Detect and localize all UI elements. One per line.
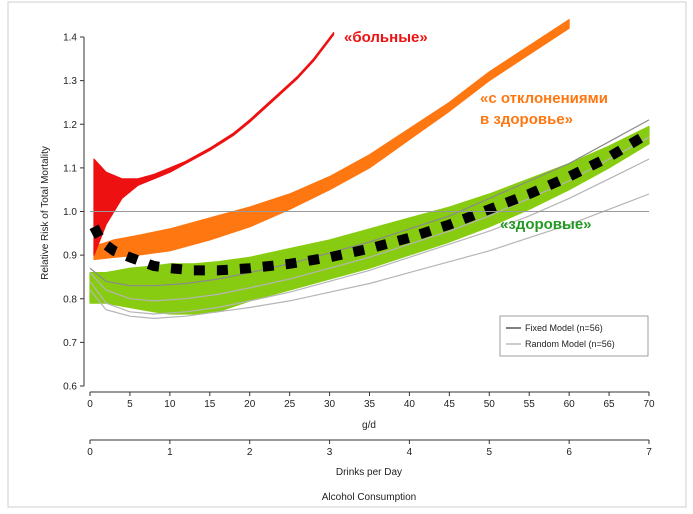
x-axis-label-drinks: Drinks per Day bbox=[336, 467, 402, 478]
legend-box bbox=[499, 315, 649, 357]
band-deviations bbox=[93, 19, 570, 261]
model-line-2 bbox=[89, 158, 650, 315]
drinks-tick-label-1: 1 bbox=[167, 447, 173, 458]
x-tick-label-7: 35 bbox=[364, 399, 376, 410]
y-tick-label-1: 0.7 bbox=[63, 338, 77, 349]
series-dotted-line bbox=[89, 128, 652, 276]
drinks-tick-label-5: 5 bbox=[487, 447, 493, 458]
x-tick-label-0: 0 bbox=[87, 399, 93, 410]
drinks-tick-label-3: 3 bbox=[327, 447, 333, 458]
axes-layer: 0.60.70.80.91.01.11.21.31.40 5 10 15 20 25 30 3… bbox=[63, 33, 655, 459]
y-tick-label-7: 1.3 bbox=[63, 76, 77, 87]
x-axis-label-gd: g/d bbox=[362, 420, 376, 431]
legend: Fixed Model (n=56) Random Model (n=56) bbox=[499, 315, 649, 357]
x-tick-label-13: 65 bbox=[604, 399, 616, 410]
drinks-tick-label-2: 2 bbox=[247, 447, 253, 458]
model-line-0 bbox=[89, 119, 650, 287]
x-tick-label-11: 55 bbox=[524, 399, 536, 410]
annotation-deviations-line1: «с отклонениями bbox=[480, 90, 608, 107]
band-sick bbox=[93, 32, 335, 256]
y-tick-label-0: 0.6 bbox=[63, 382, 77, 393]
drinks-tick-label-0: 0 bbox=[87, 447, 93, 458]
x-tick-label-10: 50 bbox=[484, 399, 496, 410]
y-tick-label-6: 1.2 bbox=[63, 120, 77, 131]
x-tick-label-14: 70 bbox=[643, 399, 655, 410]
model-line-3 bbox=[89, 193, 650, 320]
y-tick-label-2: 0.8 bbox=[63, 294, 77, 305]
band-healthy bbox=[89, 125, 650, 315]
model-line-1 bbox=[89, 136, 650, 302]
x-tick-label-4: 20 bbox=[244, 399, 256, 410]
x-tick-label-9: 45 bbox=[444, 399, 456, 410]
y-tick-label-4: 1.0 bbox=[63, 207, 77, 218]
x-tick-label-1: 5 bbox=[127, 399, 133, 410]
x-tick-label-5: 25 bbox=[284, 399, 296, 410]
x-tick-label-12: 60 bbox=[564, 399, 576, 410]
lines-layer bbox=[89, 119, 652, 320]
x-tick-label-8: 40 bbox=[404, 399, 416, 410]
drinks-tick-label-6: 6 bbox=[566, 447, 572, 458]
y-tick-label-8: 1.4 bbox=[63, 33, 77, 44]
x-axis-label-alcohol: Alcohol Consumption bbox=[322, 492, 417, 503]
y-tick-label-5: 1.1 bbox=[63, 163, 77, 174]
bands-layer bbox=[89, 19, 650, 315]
x-tick-label-2: 10 bbox=[164, 399, 176, 410]
y-tick-label-3: 0.9 bbox=[63, 251, 77, 262]
y-axis-label: Relative Risk of Total Mortality bbox=[40, 146, 51, 280]
legend-label-fixed: Fixed Model (n=56) bbox=[525, 323, 603, 333]
legend-label-random: Random Model (n=56) bbox=[525, 339, 615, 349]
annotation-sick: «больные» bbox=[344, 29, 428, 46]
drinks-tick-label-7: 7 bbox=[646, 447, 652, 458]
x-tick-label-6: 30 bbox=[324, 399, 336, 410]
annotation-healthy: «здоровые» bbox=[500, 216, 592, 233]
x-tick-label-3: 15 bbox=[204, 399, 216, 410]
annotation-deviations-line2: в здоровье» bbox=[480, 111, 573, 128]
drinks-tick-label-4: 4 bbox=[407, 447, 413, 458]
